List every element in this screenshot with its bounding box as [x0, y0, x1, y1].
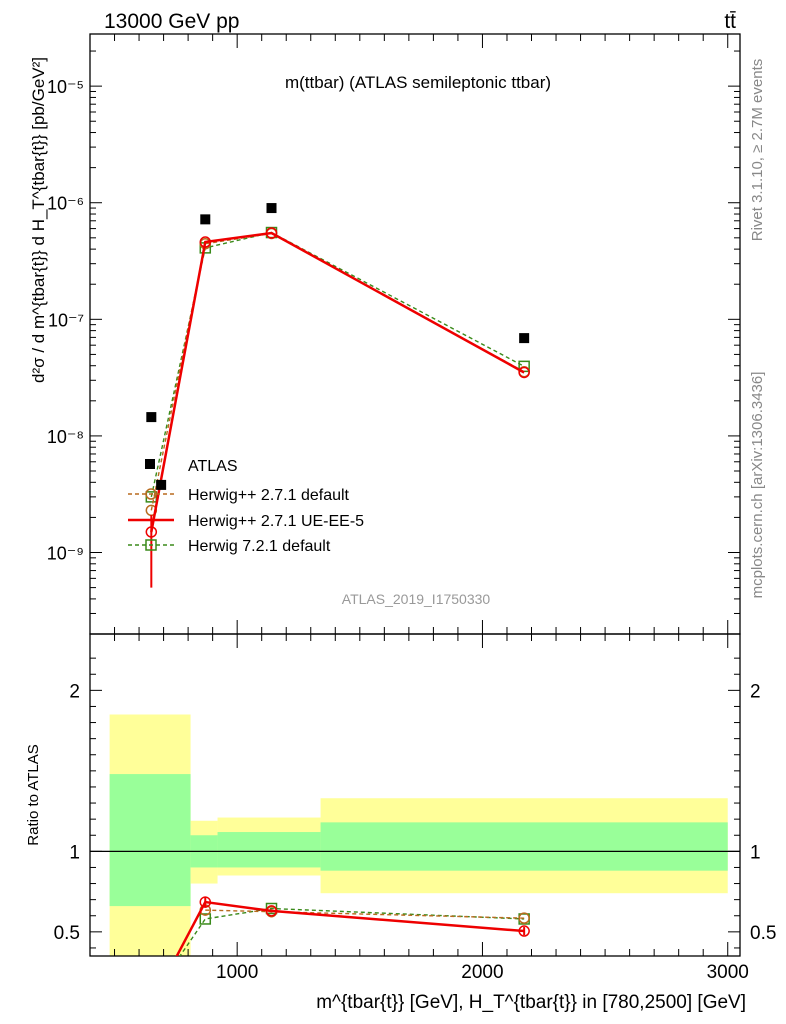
main-y-tick-label: 10⁻⁹	[47, 544, 84, 564]
main-line	[150, 231, 525, 498]
main-marker-circle	[265, 227, 278, 239]
main-data-point	[266, 203, 277, 214]
uncertainty-band-green	[109, 774, 191, 907]
uncertainty-band-green	[320, 822, 728, 871]
legend-label-herwigpp-ueee5: Herwig++ 2.7.1 UE-EE-5	[188, 513, 364, 530]
header-left-label: 13000 GeV pp	[104, 10, 239, 33]
ratio-marker-circle	[265, 905, 278, 917]
chart-title: m(ttbar) (ATLAS semileptonic ttbar)	[285, 73, 551, 92]
x-tick-label: 1000	[216, 962, 258, 983]
ratio-y-axis-label: Ratio to ATLAS	[25, 744, 42, 845]
ratio-y-tick-label-right: 0.5	[750, 923, 776, 944]
analysis-watermark: ATLAS_2019_I1750330	[342, 591, 491, 607]
main-plot-panel: 10⁻⁹ 10⁻⁸ 10⁻⁷ 10⁻⁶ 10⁻⁵	[47, 33, 741, 635]
ratio-plot-frame	[89, 633, 741, 957]
ratio-marker-square	[199, 913, 212, 925]
x-tick-label: 3000	[707, 962, 749, 983]
main-data-point	[156, 479, 167, 490]
legend: ATLAS Herwig++ 2.7.1 default Herwig++ 2.…	[128, 458, 364, 555]
ratio-line	[179, 907, 525, 956]
legend-marker-herwigpp-default	[145, 488, 157, 500]
ratio-series	[146, 896, 530, 1009]
main-y-tick-label: 10⁻⁵	[47, 77, 84, 97]
ratio-y-tick-label: 1	[69, 842, 80, 863]
mcplots-site-label: mcplots.cern.ch [arXiv:1306.3436]	[749, 372, 766, 599]
rivet-version-label: Rivet 3.1.10, ≥ 2.7M events	[749, 59, 766, 242]
ratio-bands	[109, 714, 728, 956]
main-y-axis-label: d²σ / d m^{tbar{t}} d H_T^{tbar{t}} [pb/…	[29, 57, 48, 383]
legend-label-herwigpp-default: Herwig++ 2.7.1 default	[188, 487, 350, 504]
legend-marker-herwig7-default	[145, 539, 157, 551]
main-line	[150, 231, 525, 533]
x-tick-label: 2000	[461, 962, 503, 983]
main-y-tick-label: 10⁻⁸	[47, 427, 84, 447]
ratio-y-tick-label-right: 2	[750, 681, 761, 702]
x-axis-label: m^{tbar{t}} [GeV], H_T^{tbar{t}} in [780…	[316, 992, 746, 1013]
ratio-series	[146, 902, 530, 1003]
main-marker-circle	[518, 366, 530, 379]
main-marker-circle	[145, 526, 158, 538]
ratio-marker-square	[146, 993, 156, 1003]
main-y-tick-label: 10⁻⁷	[48, 310, 84, 330]
main-y-axis-label-text: d²σ / d m^{tbar{t}} d H_T^{tbar{t}} [pb/…	[29, 57, 48, 383]
ratio-y-tick-label: 0.5	[54, 923, 80, 944]
ratio-y-tick-label: 2	[69, 681, 80, 702]
main-data-point	[519, 333, 530, 344]
ratio-marker-circle	[146, 999, 156, 1009]
ratio-y-tick-label-right: 1	[750, 842, 761, 863]
main-marker-circle	[199, 236, 212, 248]
legend-label-atlas: ATLAS	[188, 458, 238, 475]
main-y-tick-label: 10⁻⁶	[47, 194, 84, 214]
legend-label-herwig7-default: Herwig 7.2.1 default	[188, 538, 331, 555]
main-series	[145, 227, 530, 588]
main-data-point	[200, 214, 211, 225]
uncertainty-band-green	[217, 832, 321, 868]
legend-marker-atlas	[145, 459, 155, 469]
ratio-marker-circle	[199, 896, 212, 908]
ratio-marker-circle	[518, 912, 530, 924]
header-right-label: tt̄	[724, 10, 736, 33]
ratio-line	[175, 900, 525, 956]
main-data-point	[146, 412, 157, 423]
main-series	[146, 203, 530, 490]
ratio-marker-circle	[518, 925, 530, 937]
